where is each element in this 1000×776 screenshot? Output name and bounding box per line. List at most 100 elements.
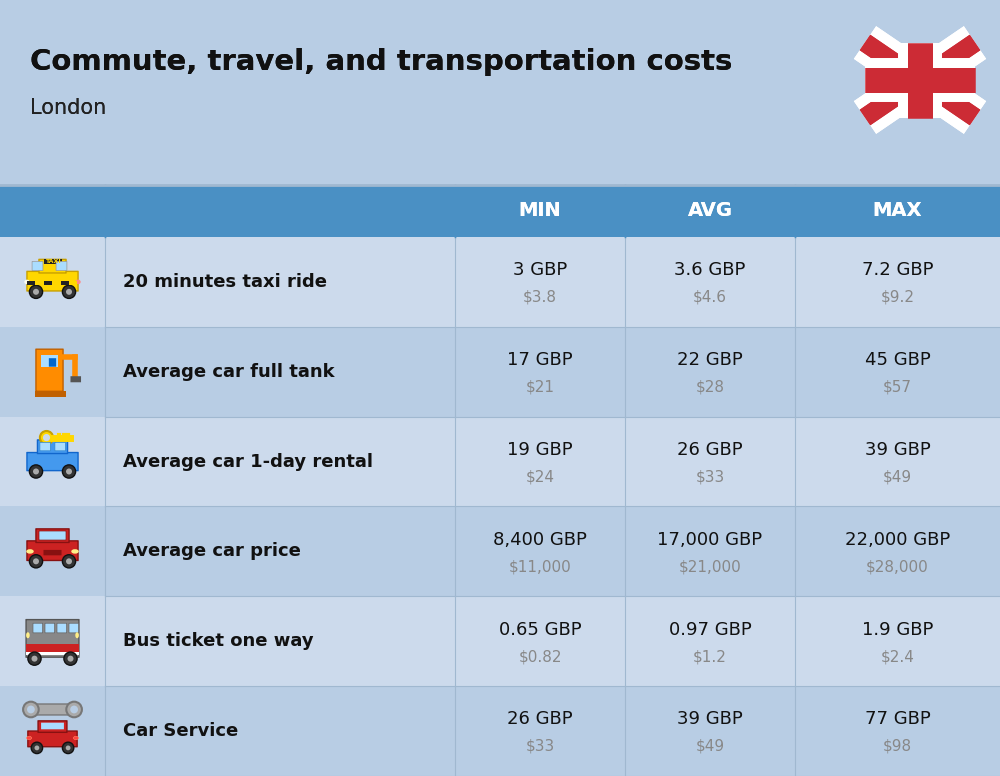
Text: TAXI: TAXI xyxy=(45,258,60,264)
Text: $0.82: $0.82 xyxy=(518,649,562,664)
Text: AVG: AVG xyxy=(688,202,732,220)
Text: $28: $28 xyxy=(696,379,724,394)
Text: $21: $21 xyxy=(526,379,554,394)
FancyBboxPatch shape xyxy=(26,619,79,657)
Circle shape xyxy=(68,656,74,662)
FancyBboxPatch shape xyxy=(39,259,66,273)
Bar xyxy=(35,282,44,285)
Text: $11,000: $11,000 xyxy=(509,559,571,574)
Circle shape xyxy=(23,702,39,717)
Circle shape xyxy=(29,465,43,478)
Text: 7.2 GBP: 7.2 GBP xyxy=(862,262,933,279)
Circle shape xyxy=(66,558,72,564)
FancyBboxPatch shape xyxy=(38,721,67,733)
Text: 1.9 GBP: 1.9 GBP xyxy=(862,621,933,639)
Text: MAX: MAX xyxy=(873,202,922,220)
FancyBboxPatch shape xyxy=(70,376,81,383)
FancyBboxPatch shape xyxy=(27,541,78,560)
Text: 3 GBP: 3 GBP xyxy=(513,262,567,279)
FancyBboxPatch shape xyxy=(32,262,43,271)
FancyBboxPatch shape xyxy=(30,704,75,715)
Circle shape xyxy=(62,286,76,299)
Ellipse shape xyxy=(26,736,32,740)
Circle shape xyxy=(62,555,76,568)
Text: Bus ticket one way: Bus ticket one way xyxy=(123,632,314,650)
Ellipse shape xyxy=(73,736,79,740)
Ellipse shape xyxy=(73,736,79,740)
Ellipse shape xyxy=(24,279,30,284)
FancyBboxPatch shape xyxy=(69,623,79,633)
Bar xyxy=(44,258,62,264)
Text: 20 minutes taxi ride: 20 minutes taxi ride xyxy=(123,273,327,291)
Text: Car Service: Car Service xyxy=(123,722,238,740)
Text: 77 GBP: 77 GBP xyxy=(865,710,930,729)
Circle shape xyxy=(31,742,43,753)
Circle shape xyxy=(29,555,43,568)
Bar xyxy=(0,185,1000,237)
Text: $9.2: $9.2 xyxy=(881,289,914,305)
Text: Average car full tank: Average car full tank xyxy=(123,362,335,381)
Circle shape xyxy=(40,431,53,444)
Bar xyxy=(0,686,1000,776)
Circle shape xyxy=(29,286,43,299)
Circle shape xyxy=(66,746,70,750)
FancyBboxPatch shape xyxy=(43,550,62,556)
FancyBboxPatch shape xyxy=(49,359,56,367)
Text: Commute, travel, and transportation costs: Commute, travel, and transportation cost… xyxy=(30,48,732,76)
Circle shape xyxy=(66,702,82,717)
Text: $21,000: $21,000 xyxy=(679,559,741,574)
Text: 39 GBP: 39 GBP xyxy=(865,441,930,459)
Text: 26 GBP: 26 GBP xyxy=(677,441,743,459)
Circle shape xyxy=(64,652,77,665)
Circle shape xyxy=(70,705,78,713)
Bar xyxy=(52,282,61,285)
Circle shape xyxy=(33,289,39,295)
Circle shape xyxy=(33,469,39,474)
Bar xyxy=(0,327,1000,417)
Circle shape xyxy=(66,289,72,295)
Text: $4.6: $4.6 xyxy=(693,289,727,305)
Ellipse shape xyxy=(71,549,79,553)
Text: 26 GBP: 26 GBP xyxy=(507,710,573,729)
Bar xyxy=(69,282,77,285)
Ellipse shape xyxy=(26,736,32,740)
Bar xyxy=(0,507,1000,596)
Ellipse shape xyxy=(26,632,30,638)
Bar xyxy=(865,43,975,117)
Text: $3.8: $3.8 xyxy=(523,289,557,305)
FancyBboxPatch shape xyxy=(27,452,78,470)
FancyBboxPatch shape xyxy=(36,529,69,542)
FancyBboxPatch shape xyxy=(45,623,55,633)
FancyBboxPatch shape xyxy=(39,531,66,540)
FancyBboxPatch shape xyxy=(40,442,50,451)
Bar xyxy=(865,43,975,117)
Text: 17 GBP: 17 GBP xyxy=(507,351,573,369)
FancyBboxPatch shape xyxy=(28,731,77,747)
Bar xyxy=(0,237,1000,327)
Text: 8,400 GBP: 8,400 GBP xyxy=(493,531,587,549)
Text: $98: $98 xyxy=(883,739,912,753)
Bar xyxy=(61,282,69,285)
Circle shape xyxy=(34,746,39,750)
Text: $33: $33 xyxy=(525,739,555,753)
Text: $2.4: $2.4 xyxy=(881,649,914,664)
Bar xyxy=(34,391,66,397)
Text: Average car 1-day rental: Average car 1-day rental xyxy=(123,452,373,470)
Circle shape xyxy=(62,465,76,478)
Text: $28,000: $28,000 xyxy=(866,559,929,574)
Circle shape xyxy=(27,705,35,713)
Bar xyxy=(0,596,1000,686)
Bar xyxy=(44,282,52,285)
Circle shape xyxy=(62,742,74,753)
Bar xyxy=(41,355,58,367)
Text: 45 GBP: 45 GBP xyxy=(865,351,930,369)
Text: $49: $49 xyxy=(883,469,912,484)
Circle shape xyxy=(66,469,72,474)
Text: MIN: MIN xyxy=(519,202,561,220)
Ellipse shape xyxy=(26,549,34,553)
Bar xyxy=(26,644,79,652)
Text: $1.2: $1.2 xyxy=(693,649,727,664)
FancyBboxPatch shape xyxy=(55,442,65,451)
Text: 0.97 GBP: 0.97 GBP xyxy=(669,621,751,639)
Circle shape xyxy=(43,434,50,442)
